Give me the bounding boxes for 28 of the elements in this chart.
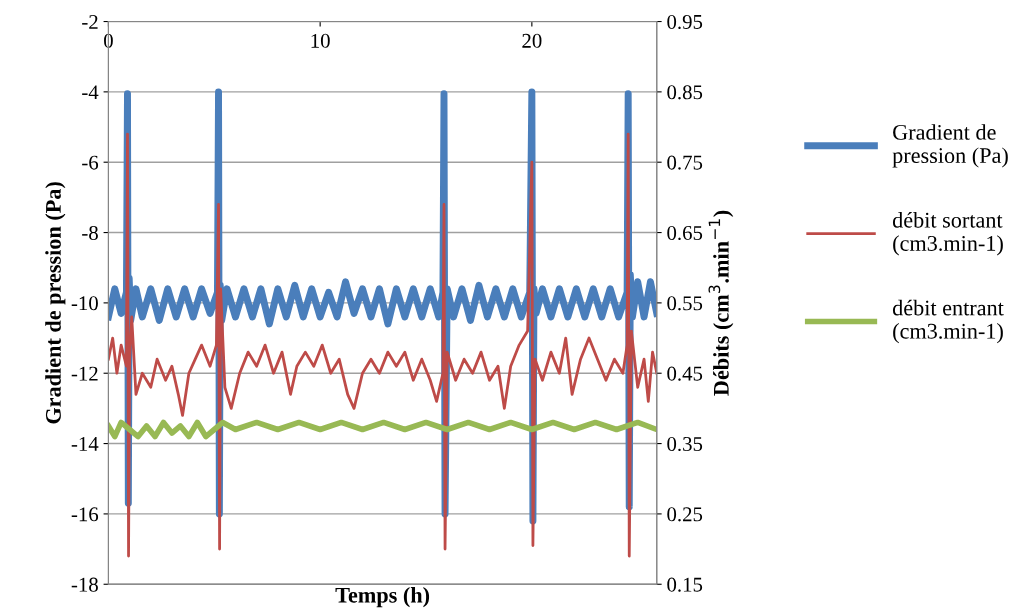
y-tick-label: -6 (82, 155, 99, 170)
y2-tick-label: 0.65 (667, 225, 703, 241)
y-tick-label: -4 (82, 85, 99, 100)
x-tick-label: 0 (104, 33, 113, 48)
y-tick-label: -14 (71, 437, 99, 451)
y-tick-label: -12 (71, 366, 98, 381)
y2-tick-label: 0.85 (667, 85, 703, 100)
y-tick-label: -18 (71, 577, 98, 592)
y-tick-label: -10 (71, 296, 98, 311)
y2-tick-label: 0.45 (667, 366, 703, 381)
x-tick-label: 10 (311, 33, 330, 48)
y2-axis-title: Débits (cm$^{3}$.min$^{−1}$) (708, 210, 734, 396)
y2-tick-label: 0.55 (667, 296, 703, 311)
y-axis-title: Gradient de pression (Pa) (45, 182, 66, 424)
y-tick-label: -16 (71, 507, 99, 522)
legend-label: débit sortant (cm3.min-1) (892, 211, 1003, 256)
legend-label: Gradient de pression (Pa) (892, 124, 1008, 168)
y-tick-label: -2 (82, 14, 98, 29)
y2-tick-label: 0.35 (667, 436, 703, 452)
y2-tick-label: 0.15 (667, 577, 703, 592)
y2-tick-label: 0.25 (667, 507, 703, 522)
y2-tick-label: 0.75 (667, 155, 703, 170)
line-series (108, 132, 657, 558)
y2-tick-label: 0.95 (667, 14, 703, 30)
y-tick-label: -8 (82, 225, 98, 240)
x-axis-title: Temps (h) (335, 587, 430, 608)
x-tick-label: 20 (522, 33, 542, 48)
legend-label: débit entrant (cm3.min-1) (892, 299, 1004, 344)
